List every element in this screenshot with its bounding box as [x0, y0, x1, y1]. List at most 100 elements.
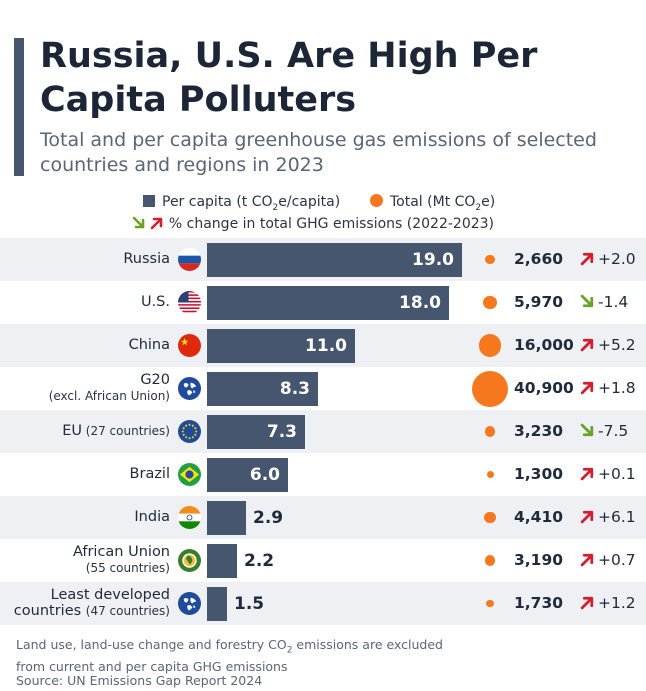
- total-swatch: [370, 194, 383, 207]
- total-dot: [472, 370, 508, 407]
- per-capita-value: 2.9: [253, 507, 284, 528]
- category-name: Russia: [123, 251, 170, 267]
- change-label: +0.7: [598, 551, 636, 569]
- legend-total: Total (Mt CO2e): [370, 192, 496, 213]
- per-capita-bar: 11.0: [207, 328, 355, 363]
- category-name: EU: [62, 423, 82, 439]
- change-value: +0.1: [580, 453, 636, 496]
- category-note: (27 countries): [81, 424, 170, 438]
- change-label: -1.4: [598, 293, 629, 311]
- legend-change: % change in total GHG emissions (2022-20…: [132, 214, 494, 234]
- category-label: EU (27 countries): [62, 423, 170, 439]
- per-capita-bar: [207, 586, 227, 621]
- change-value: +1.8: [580, 367, 636, 410]
- chart-row: Least developed countries (47 countries) 1…: [0, 582, 646, 625]
- total-dot: [486, 471, 494, 478]
- legend-total-sub: 2: [475, 202, 482, 213]
- chart-title: Russia, U.S. Are High Per Capita Pollute…: [40, 36, 538, 120]
- change-label: +6.1: [598, 508, 636, 526]
- category-label: G20 (excl. African Union): [49, 372, 170, 404]
- total-dot: [484, 555, 496, 566]
- category-name: India: [134, 509, 170, 525]
- category-label: Russia: [123, 251, 170, 267]
- up-arrow-icon: [580, 553, 594, 567]
- legend-per-capita-sub: 2: [272, 202, 279, 213]
- change-value: +2.0: [580, 238, 636, 281]
- category-note: (55 countries): [85, 561, 170, 575]
- chart-row: Brazil 6.0 1,300 +0.1: [0, 453, 646, 496]
- category-name: China: [128, 337, 170, 353]
- per-capita-bar: 6.0: [207, 457, 288, 492]
- china-flag: [178, 334, 201, 357]
- russia-flag: [178, 248, 201, 271]
- up-arrow-icon: [580, 381, 594, 395]
- change-value: -7.5: [580, 410, 628, 453]
- per-capita-value: 18.0: [399, 292, 441, 313]
- total-value: 5,970: [514, 293, 564, 311]
- legend-total-label: Total (Mt CO: [390, 194, 476, 210]
- footnote-line1-a: Land use, land-use change and forestry C…: [16, 637, 287, 652]
- per-capita-value: 2.2: [244, 550, 275, 571]
- total-value: 40,900: [514, 379, 574, 397]
- change-label: +0.1: [598, 465, 636, 483]
- footnote-line1-sub: 2: [286, 645, 293, 656]
- category-note: (excl. African Union): [48, 389, 170, 403]
- category-label: China: [129, 337, 170, 353]
- per-capita-bar: [207, 500, 246, 535]
- total-dot: [484, 511, 496, 524]
- change-value: +0.7: [580, 539, 636, 582]
- brazil-flag: [178, 463, 201, 486]
- category-name: G20: [140, 372, 170, 388]
- change-label: +2.0: [598, 250, 636, 268]
- up-arrow-icon: [151, 217, 163, 230]
- total-value: 1,300: [514, 465, 564, 483]
- globe-icon: [178, 377, 201, 400]
- total-value: 1,730: [514, 594, 564, 612]
- category-label: U.S.: [141, 294, 170, 310]
- legend-per-capita-end: e/capita): [278, 194, 341, 210]
- legend-per-capita: Per capita (t CO2e/capita): [143, 192, 341, 213]
- category-name: U.S.: [140, 294, 170, 310]
- footnote-line2: from current and per capita GHG emission…: [16, 658, 288, 674]
- category-name: Least developed: [50, 587, 170, 603]
- down-arrow-icon: [580, 294, 594, 308]
- india-flag: [178, 506, 201, 529]
- legend-per-capita-label: Per capita (t CO: [162, 194, 273, 210]
- category-label: African Union (55 countries): [73, 544, 170, 576]
- chart-row: EU (27 countries) 7.3 3,230 -7.5: [0, 410, 646, 453]
- category-label: India: [134, 509, 170, 525]
- legend-total-end: e): [481, 194, 496, 210]
- african-union-icon: [178, 549, 201, 572]
- down-arrow-icon: [580, 423, 594, 437]
- category-name: Brazil: [129, 466, 170, 482]
- us-flag: [178, 291, 201, 314]
- per-capita-value: 19.0: [412, 249, 454, 270]
- emissions-chart: Russia 19.0 2,660 +2.0 U.S. 18.0 5,970 -1.4 Chin…: [0, 238, 646, 630]
- footnote-line1-b: emissions are excluded: [292, 637, 443, 652]
- per-capita-value: 8.3: [279, 378, 310, 399]
- source-note: Source: UN Emissions Gap Report 2024: [16, 673, 263, 688]
- eu-flag: [178, 420, 201, 443]
- chart-row: G20 (excl. African Union) 8.3 40,900 +1.8: [0, 367, 646, 410]
- total-dot: [483, 295, 497, 310]
- category-name: African Union: [72, 544, 170, 560]
- total-value: 3,190: [514, 551, 564, 569]
- total-value: 16,000: [514, 336, 574, 354]
- chart-subtitle: Total and per capita greenhouse gas emis…: [40, 129, 597, 176]
- per-capita-value: 7.3: [266, 421, 297, 442]
- per-capita-swatch: [143, 195, 155, 207]
- per-capita-bar: 18.0: [207, 285, 449, 320]
- change-value: +1.2: [580, 582, 636, 625]
- legend-change-label: % change in total GHG emissions (2022-20…: [168, 216, 495, 232]
- total-dot: [486, 599, 494, 608]
- chart-row: Russia 19.0 2,660 +2.0: [0, 238, 646, 281]
- chart-row: U.S. 18.0 5,970 -1.4: [0, 281, 646, 324]
- total-value: 2,660: [514, 250, 564, 268]
- total-value: 3,230: [514, 422, 564, 440]
- change-label: +1.8: [598, 379, 636, 397]
- change-label: +1.2: [598, 594, 636, 612]
- total-dot: [485, 254, 495, 265]
- per-capita-value: 6.0: [249, 464, 280, 485]
- change-value: +6.1: [580, 496, 636, 539]
- change-value: +5.2: [580, 324, 636, 367]
